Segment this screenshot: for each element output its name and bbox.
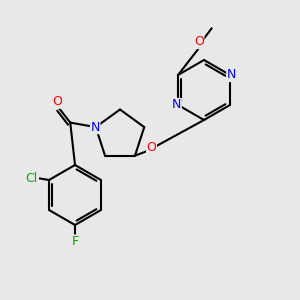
Text: O: O — [194, 35, 204, 49]
Text: N: N — [172, 98, 181, 112]
Text: O: O — [147, 141, 156, 154]
Text: Cl: Cl — [25, 172, 37, 185]
Text: O: O — [52, 95, 62, 108]
Text: N: N — [227, 68, 236, 82]
Text: F: F — [71, 235, 79, 248]
Text: N: N — [91, 121, 100, 134]
